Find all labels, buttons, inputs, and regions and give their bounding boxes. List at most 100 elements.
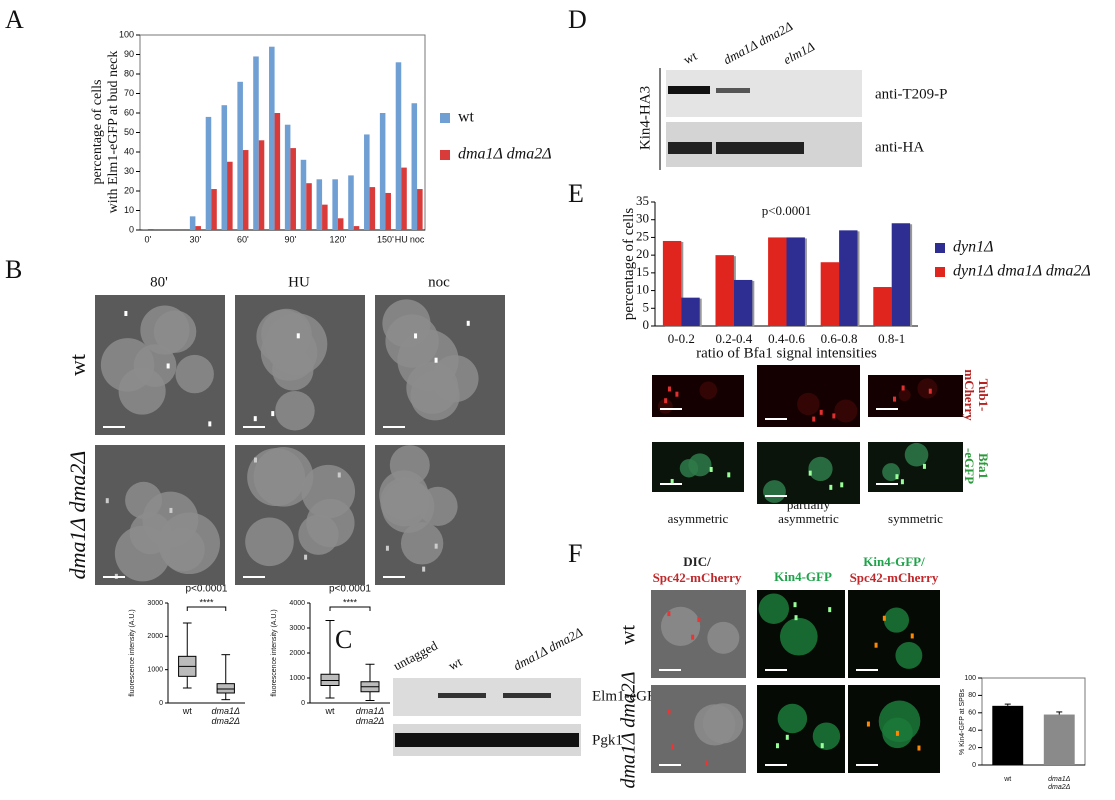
- bar: [332, 179, 338, 230]
- signal: [697, 617, 701, 623]
- signal: [828, 607, 832, 613]
- y-tick-label: 35: [636, 193, 649, 208]
- y-axis-title: % Kin4-GFP at SPBs: [959, 689, 966, 756]
- legend-swatch: [935, 267, 945, 277]
- column-header-line: Spc42-mCherry: [653, 570, 742, 585]
- panel-label: C: [335, 625, 352, 654]
- y-tick-label: 10: [124, 205, 134, 215]
- signal: [664, 398, 668, 404]
- cell: [758, 593, 790, 624]
- cell: [904, 442, 929, 467]
- row-label: dma1Δ dma2Δ: [618, 671, 640, 788]
- legend-swatch: [935, 243, 945, 253]
- x-tick-label: dma1Δ dma2Δ: [211, 706, 240, 726]
- x-tick-label-line: wt: [182, 706, 192, 716]
- channel-label-line: Bfa1: [976, 453, 991, 479]
- cell: [275, 391, 315, 431]
- column-header-line: Kin4-GFP/: [863, 554, 925, 569]
- x-tick-label: dma1Δ dma2Δ: [1048, 776, 1071, 791]
- signal: [253, 457, 257, 463]
- bar: [715, 255, 734, 326]
- y-tick-label: 2000: [147, 633, 163, 640]
- x-tick-label: 0-0.2: [668, 331, 695, 346]
- bar: [353, 226, 360, 230]
- y-tick-label: 30: [124, 166, 134, 176]
- bar: [662, 240, 682, 326]
- column-header: HU: [288, 274, 310, 290]
- lane-label: dma1Δ dma2Δ: [511, 624, 586, 673]
- significance: ****: [343, 597, 358, 607]
- band: [668, 86, 710, 94]
- annotation: p<0.0001: [186, 584, 228, 595]
- legend-swatch: [440, 150, 450, 160]
- bar: [195, 226, 201, 230]
- signal: [874, 642, 878, 648]
- pattern-label: asymmetric: [668, 511, 729, 526]
- bar: [269, 46, 275, 231]
- y-tick-label: 60: [968, 710, 976, 717]
- y-tick-label: 80: [124, 68, 134, 78]
- x-axis-title: ratio of Bfa1 signal intensities: [696, 345, 877, 361]
- signal: [667, 386, 671, 392]
- blot: [393, 678, 581, 716]
- x-tick-label: 60': [237, 234, 249, 244]
- signal: [385, 545, 389, 551]
- signal: [105, 498, 109, 504]
- panel-label: D: [568, 5, 587, 34]
- signal: [671, 744, 675, 750]
- signal: [812, 416, 816, 422]
- legend-label: dyn1Δ dma1Δ dma2Δ: [953, 263, 1091, 280]
- band: [668, 142, 712, 154]
- y-tick-label: 40: [968, 727, 976, 734]
- bar: [369, 187, 376, 230]
- bar: [147, 229, 154, 230]
- bar: [189, 216, 196, 230]
- cell: [418, 486, 458, 527]
- x-tick-label: HU: [395, 234, 408, 244]
- y-tick-label: 90: [124, 49, 134, 59]
- row-label: dma1Δ dma2Δ: [65, 451, 90, 580]
- bar: [839, 230, 858, 326]
- bar: [364, 134, 370, 230]
- y-tick-label: 20: [968, 744, 976, 751]
- bar: [395, 62, 402, 230]
- y-tick-label: 80: [968, 692, 976, 699]
- bar: [142, 229, 148, 230]
- signal: [901, 385, 905, 391]
- row-label: wt: [618, 625, 640, 645]
- signal: [667, 611, 671, 617]
- cell: [298, 514, 339, 555]
- cell: [657, 398, 673, 414]
- x-tick-label: 30': [190, 234, 202, 244]
- micrograph: [848, 590, 940, 678]
- column-header: DIC/Spc42-mCherry: [653, 554, 742, 585]
- significance: ****: [199, 597, 214, 607]
- cell: [699, 381, 718, 400]
- bar: [316, 179, 323, 230]
- cell: [260, 324, 318, 381]
- pattern-label: partially asymmetric: [778, 497, 839, 526]
- panel-label: F: [568, 539, 582, 568]
- bar: [211, 189, 217, 230]
- x-tick-label-line: wt: [325, 706, 335, 716]
- signal: [819, 409, 823, 415]
- x-tick-label: 0.4-0.6: [768, 331, 805, 346]
- cell: [381, 480, 435, 533]
- cell: [763, 480, 786, 503]
- x-tick-label: 0.2-0.4: [715, 331, 752, 346]
- signal: [166, 363, 170, 369]
- bar: [227, 161, 233, 230]
- cell: [812, 722, 841, 750]
- y-tick-label: 0: [301, 700, 305, 707]
- band: [760, 142, 804, 154]
- cell: [898, 388, 911, 402]
- y-axis-title-line: with Elm1-eGFP at bud neck: [106, 51, 121, 214]
- channel-label-line: mCherry: [962, 369, 977, 421]
- cell: [797, 392, 820, 416]
- annotation: p<0.0001: [329, 584, 371, 595]
- y-tick-label: 0: [129, 224, 134, 234]
- signal: [775, 743, 779, 749]
- box: [216, 683, 235, 694]
- legend-label: wt: [458, 109, 475, 126]
- y-tick-label: 1000: [289, 675, 305, 682]
